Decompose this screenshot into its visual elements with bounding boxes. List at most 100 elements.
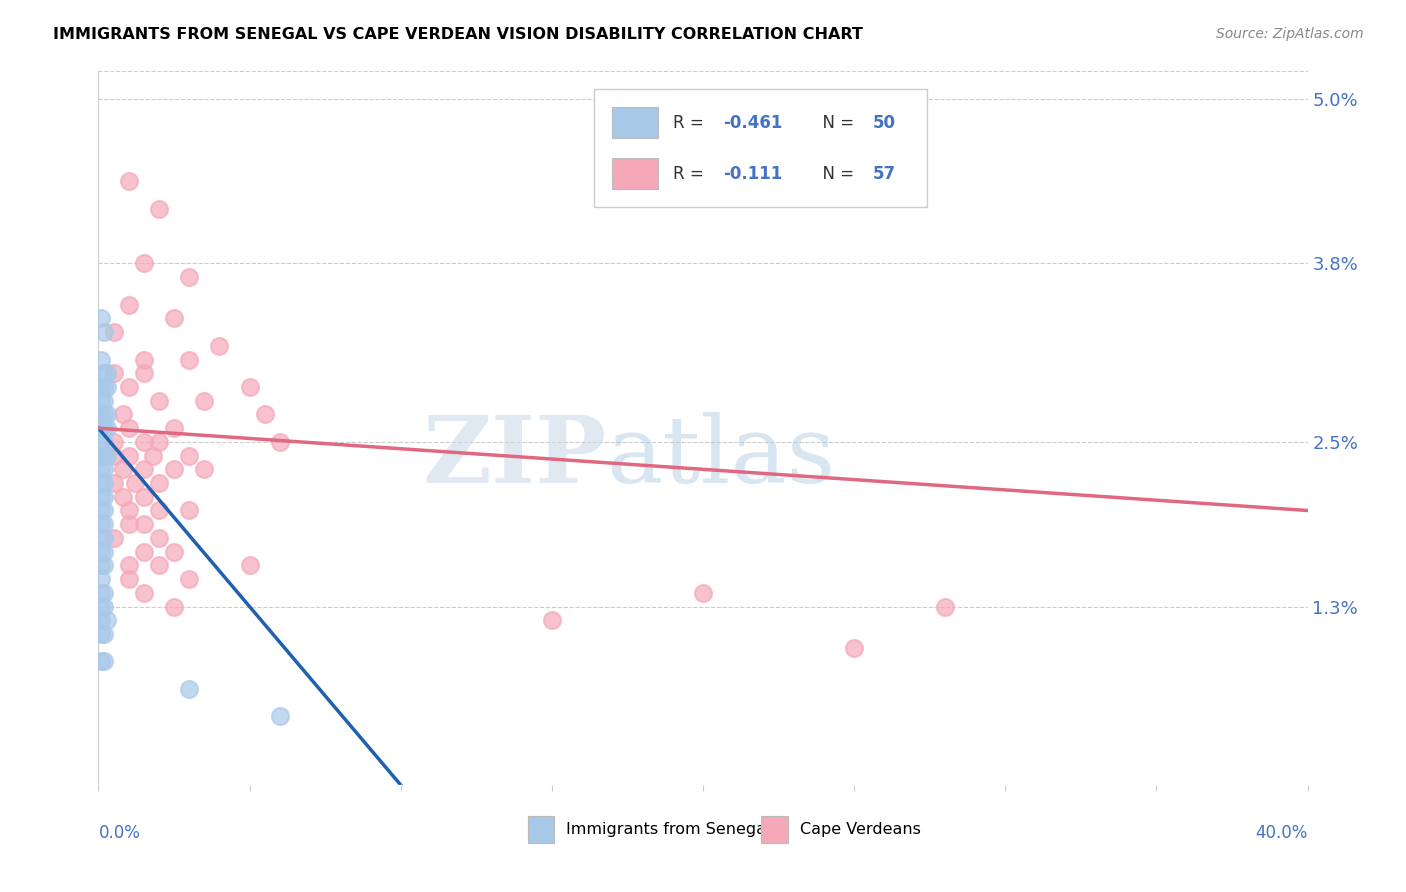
Point (148, 202, 170, 216)
Text: atlas: atlas (606, 412, 835, 501)
Point (163, 462, 186, 476)
Point (90, 613, 112, 627)
Point (118, 503, 141, 517)
Text: R =: R = (672, 164, 714, 183)
Text: 57: 57 (872, 164, 896, 183)
Text: -0.461: -0.461 (724, 113, 783, 132)
Point (111, 490, 134, 504)
Point (540, 613, 562, 627)
Point (132, 352, 155, 367)
Point (90, 449, 112, 463)
Point (96, 449, 118, 463)
Point (163, 421, 186, 435)
Point (103, 366, 125, 380)
Bar (613, 158, 658, 189)
Point (90, 352, 112, 367)
Point (90, 558, 112, 573)
Point (239, 380, 262, 394)
Point (93, 544, 115, 558)
Point (90, 572, 112, 586)
Point (132, 517, 155, 532)
Point (93, 558, 115, 573)
Text: Source: ZipAtlas.com: Source: ZipAtlas.com (1216, 27, 1364, 41)
Point (142, 449, 165, 463)
Point (90, 434, 112, 449)
Point (253, 408, 276, 422)
Point (934, 599, 956, 614)
Point (93, 627, 115, 641)
Point (90, 311, 112, 326)
Point (148, 531, 170, 545)
Point (90, 655, 112, 669)
Bar (527, 816, 554, 844)
Point (93, 434, 115, 449)
Point (163, 311, 186, 326)
Point (163, 599, 186, 614)
Point (93, 586, 115, 600)
Point (93, 449, 115, 463)
Point (118, 174, 141, 188)
Point (90, 586, 112, 600)
Text: 50: 50 (872, 113, 896, 132)
Text: IMMIGRANTS FROM SENEGAL VS CAPE VERDEAN VISION DISABILITY CORRELATION CHART: IMMIGRANTS FROM SENEGAL VS CAPE VERDEAN … (53, 27, 863, 42)
Point (148, 503, 170, 517)
Text: Immigrants from Senegal: Immigrants from Senegal (567, 822, 770, 838)
Point (118, 572, 141, 586)
Point (193, 393, 215, 408)
Point (90, 599, 112, 614)
Point (179, 572, 201, 586)
Point (93, 503, 115, 517)
Point (111, 462, 134, 476)
Point (132, 586, 155, 600)
Point (118, 421, 141, 435)
Point (132, 256, 155, 270)
Point (96, 380, 118, 394)
Point (90, 490, 112, 504)
Point (844, 640, 866, 655)
Point (96, 613, 118, 627)
Point (179, 503, 201, 517)
Point (93, 655, 115, 669)
Point (93, 462, 115, 476)
Text: -0.111: -0.111 (724, 164, 783, 183)
Point (103, 531, 125, 545)
Text: 40.0%: 40.0% (1256, 824, 1308, 842)
Point (148, 434, 170, 449)
Point (269, 434, 291, 449)
Point (103, 434, 125, 449)
Point (90, 408, 112, 422)
Text: N =: N = (811, 164, 859, 183)
FancyBboxPatch shape (595, 89, 927, 207)
Point (93, 421, 115, 435)
Point (179, 449, 201, 463)
Text: ZIP: ZIP (422, 412, 606, 501)
Point (93, 325, 115, 339)
Point (132, 462, 155, 476)
Point (239, 558, 262, 573)
Point (118, 517, 141, 532)
Point (118, 380, 141, 394)
Point (179, 352, 201, 367)
Point (208, 339, 231, 353)
Point (103, 449, 125, 463)
Text: Cape Verdeans: Cape Verdeans (800, 822, 921, 838)
Point (90, 544, 112, 558)
Point (96, 408, 118, 422)
Point (93, 599, 115, 614)
Point (111, 408, 134, 422)
Point (132, 434, 155, 449)
Bar (613, 107, 658, 138)
Point (132, 490, 155, 504)
Point (118, 298, 141, 312)
Point (93, 366, 115, 380)
Point (103, 476, 125, 491)
Point (93, 517, 115, 532)
Text: R =: R = (672, 113, 709, 132)
Point (179, 681, 201, 696)
Point (692, 586, 714, 600)
Point (93, 531, 115, 545)
Text: N =: N = (811, 113, 859, 132)
Point (103, 325, 125, 339)
Point (90, 503, 112, 517)
Point (148, 393, 170, 408)
